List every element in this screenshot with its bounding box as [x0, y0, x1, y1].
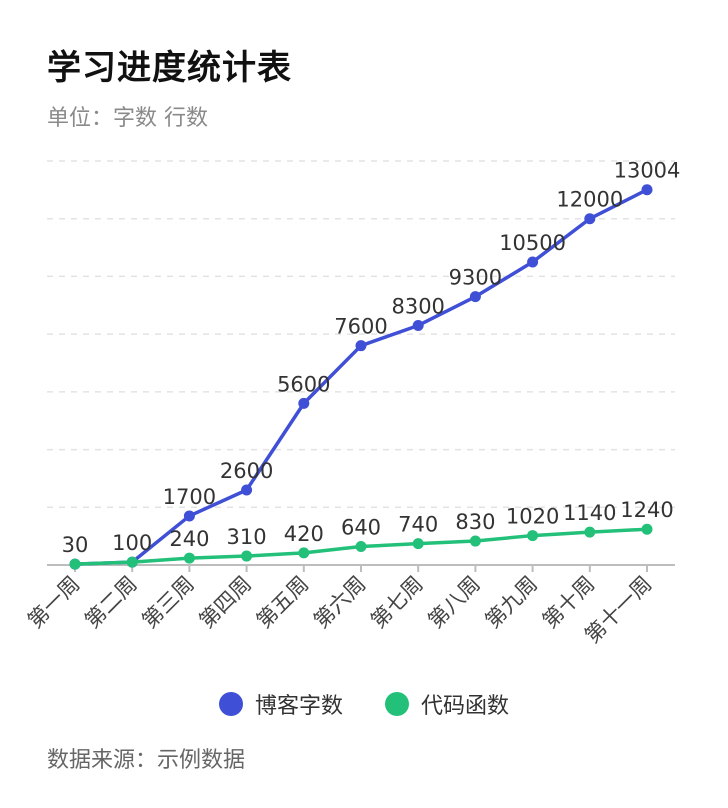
- data-point[interactable]: [527, 530, 539, 542]
- legend-item-blog[interactable]: 博客字数: [218, 688, 343, 720]
- legend-item-code[interactable]: 代码函数: [385, 688, 509, 720]
- legend-swatch-icon: [218, 692, 243, 716]
- grid-lines: [47, 160, 675, 509]
- x-tick-label: 第一周: [23, 572, 85, 634]
- data-point[interactable]: [183, 510, 195, 522]
- data-point[interactable]: [469, 535, 481, 547]
- data-label: 2600: [220, 459, 273, 483]
- data-label: 1240: [620, 498, 673, 522]
- x-tick-label: 第二周: [80, 572, 142, 634]
- data-label: 640: [341, 516, 381, 540]
- data-label: 830: [455, 510, 495, 534]
- data-label: 420: [284, 522, 324, 546]
- data-point[interactable]: [298, 547, 310, 559]
- data-label: 1020: [506, 505, 559, 529]
- data-point[interactable]: [355, 541, 367, 553]
- data-label: 310: [227, 525, 267, 549]
- data-label: 1700: [163, 485, 216, 509]
- x-tick-label: 第三周: [137, 572, 199, 634]
- x-tick-label: 第九周: [481, 572, 543, 634]
- x-tick-label: 第五周: [252, 572, 314, 634]
- data-point[interactable]: [355, 340, 367, 352]
- data-point[interactable]: [584, 526, 596, 538]
- data-label: 7600: [334, 315, 387, 339]
- data-point[interactable]: [241, 484, 253, 496]
- data-point[interactable]: [527, 256, 539, 268]
- x-tick-label: 第七周: [366, 572, 428, 634]
- data-label: 5600: [277, 372, 330, 396]
- data-label: 8300: [391, 294, 444, 318]
- data-point[interactable]: [641, 184, 653, 196]
- x-tick-label: 第四周: [195, 572, 257, 634]
- chart-subtitle: 单位：字数 行数: [47, 106, 208, 131]
- data-label: 12000: [556, 188, 623, 212]
- data-label: 9300: [449, 266, 502, 290]
- data-point[interactable]: [298, 397, 310, 409]
- data-point[interactable]: [584, 213, 596, 225]
- data-label: 30: [62, 533, 89, 557]
- legend-label: 博客字数: [254, 694, 343, 719]
- chart-title: 学习进度统计表: [47, 48, 292, 88]
- legend: 博客字数 代码函数: [0, 688, 728, 720]
- legend-swatch-icon: [385, 692, 409, 716]
- data-point[interactable]: [412, 319, 424, 331]
- x-tick-label: 第八周: [423, 572, 485, 634]
- data-label: 100: [112, 531, 152, 555]
- data-point[interactable]: [183, 552, 195, 564]
- data-point[interactable]: [69, 558, 81, 570]
- data-label: 10500: [499, 231, 566, 255]
- data-point[interactable]: [126, 556, 138, 568]
- data-point[interactable]: [469, 291, 481, 303]
- data-label: 1140: [563, 501, 616, 525]
- data-point[interactable]: [241, 550, 253, 562]
- data-source-note: 数据来源：示例数据: [47, 748, 246, 773]
- data-label: 240: [169, 527, 209, 551]
- data-point[interactable]: [641, 523, 653, 535]
- data-label: 13004: [614, 159, 681, 183]
- legend-label: 代码函数: [421, 694, 510, 719]
- x-tick-label: 第六周: [309, 572, 371, 634]
- data-label: 740: [398, 513, 438, 537]
- data-point[interactable]: [412, 538, 424, 550]
- series-lines: [69, 184, 653, 570]
